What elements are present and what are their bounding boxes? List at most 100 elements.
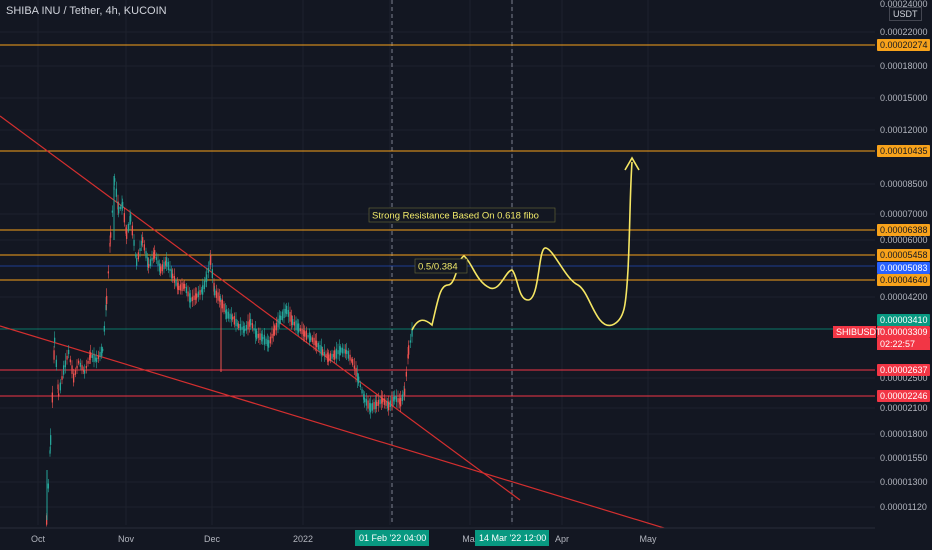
candle-body [365, 398, 367, 406]
candle-body [297, 323, 299, 331]
price-axis-label: 0.00001800 [880, 429, 928, 439]
candle-body [47, 483, 49, 489]
candle-body [407, 354, 409, 359]
candle-body [53, 350, 55, 360]
candle-body [394, 396, 396, 400]
price-axis-label: 0.00012000 [880, 125, 928, 135]
candle-body [389, 400, 391, 408]
candle-body [63, 365, 65, 375]
candle-body [289, 311, 291, 322]
annotations: Strong Resistance Based On 0.618 fibo 0.5… [368, 156, 640, 331]
price-tag [877, 224, 930, 236]
price-axis-label: 0.00022000 [880, 27, 928, 37]
candle-body [84, 370, 86, 374]
candle-body [111, 210, 113, 213]
candle-body [206, 274, 208, 282]
candle-body [369, 403, 371, 411]
candle-body [291, 315, 293, 326]
candle-body [261, 333, 263, 342]
candle-body [385, 400, 387, 406]
candle-body [155, 257, 157, 260]
time-axis-label: May [639, 534, 657, 544]
candle-body [321, 346, 323, 356]
currency-badge[interactable]: USDT [889, 7, 922, 21]
candle-body [400, 397, 402, 407]
price-axis-label: 0.00008500 [880, 179, 928, 189]
symbol-tag-label: SHIBUSDT [836, 327, 882, 337]
candle-body [58, 393, 60, 397]
candle-body [79, 362, 81, 367]
candle-body [238, 324, 240, 328]
candle-body [346, 350, 348, 354]
candle-body [397, 398, 399, 403]
candle-body [265, 338, 267, 345]
price-tag [877, 314, 930, 326]
candle-body [221, 299, 223, 309]
candle-body [201, 289, 203, 293]
price-tag-label: 0.00002637 [880, 365, 928, 375]
candle-body [317, 343, 319, 350]
candle-body [95, 357, 97, 361]
candle-body [110, 232, 112, 238]
candle-body [147, 257, 149, 267]
time-axis[interactable]: Oct Nov Dec 2022 Mar Apr May 01 Feb '22 04:00 14… [0, 527, 875, 550]
candle-body [83, 369, 85, 372]
candle-body [271, 333, 273, 339]
candle-body [343, 348, 345, 354]
price-tag-label: 0.00003410 [880, 315, 928, 325]
candle-body [293, 321, 295, 326]
candle-body [371, 403, 373, 411]
candle-body [76, 365, 78, 369]
candle-body [71, 365, 73, 374]
candle-body [408, 345, 410, 355]
trend-lines [0, 115, 721, 546]
candle-body [89, 355, 91, 361]
candle-body [159, 263, 161, 272]
candle-body [239, 323, 241, 331]
candle-body [157, 260, 159, 266]
candle-body [363, 394, 365, 400]
candle-body [57, 384, 59, 390]
candle-body [381, 397, 383, 404]
candle-body [199, 290, 201, 296]
candle-body [136, 258, 138, 266]
candle-body [193, 295, 195, 300]
candle-body [183, 283, 185, 289]
candle-body [226, 309, 228, 319]
price-axis[interactable]: 0.00024000 0.00022000 0.00018000 0.00015000… [833, 0, 932, 550]
candle-body [142, 237, 144, 243]
candle-body [309, 332, 311, 343]
candle-body [173, 275, 175, 283]
price-axis-label: 0.00007000 [880, 209, 928, 219]
time-axis-label: Mar [462, 534, 478, 544]
time-axis-label: Oct [31, 534, 46, 544]
candle-body [313, 337, 315, 346]
candle-body [325, 353, 327, 358]
fib-ratio-label-box [414, 258, 468, 274]
candle-body [377, 399, 379, 406]
candle-body [335, 348, 337, 359]
price-tag-label: 0.00002246 [880, 391, 928, 401]
candle-body [137, 252, 139, 260]
candle-body [319, 344, 321, 353]
candle-body [347, 351, 349, 359]
candle-body [247, 321, 249, 330]
candle-body [311, 337, 313, 342]
candle-body [163, 261, 165, 270]
candle-body [211, 269, 213, 279]
candle-body [114, 178, 116, 182]
candle-body [253, 328, 255, 331]
strong-resistance-label: Strong Resistance Based On 0.618 fibo [372, 211, 539, 222]
candle-body [166, 257, 168, 267]
candle-body [395, 396, 397, 402]
candle-body [74, 370, 76, 375]
candle-body [215, 290, 217, 298]
candle-body [190, 297, 192, 303]
candle-body [341, 347, 343, 354]
candle-body [262, 336, 264, 340]
candle-body [64, 360, 66, 368]
candle-body [227, 311, 229, 319]
candle-body [223, 303, 225, 313]
